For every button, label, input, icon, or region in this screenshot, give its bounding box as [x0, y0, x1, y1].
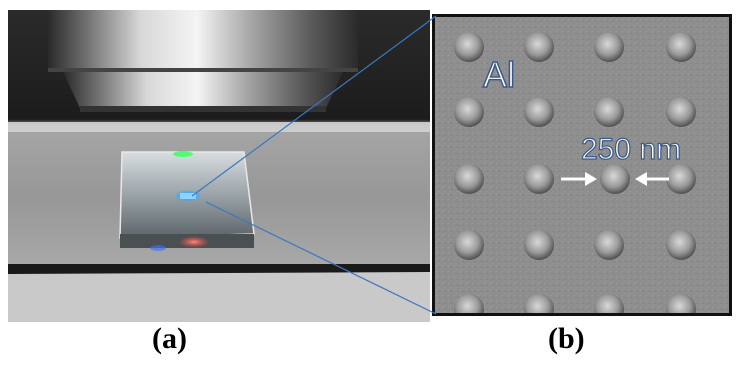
photo-panel-a — [8, 10, 430, 322]
material-label: Al — [483, 54, 515, 95]
objective-lens — [48, 10, 358, 70]
nanodisc-array — [454, 32, 696, 313]
caption-a: (a) — [152, 322, 187, 355]
microscope-photo — [8, 10, 430, 322]
sem-image: Al 250 nm — [435, 17, 729, 313]
sem-panel-b: Al 250 nm — [432, 14, 732, 316]
scale-label: 250 nm — [581, 133, 681, 166]
caption-b: (b) — [548, 322, 585, 355]
scale-arrows — [561, 172, 669, 186]
